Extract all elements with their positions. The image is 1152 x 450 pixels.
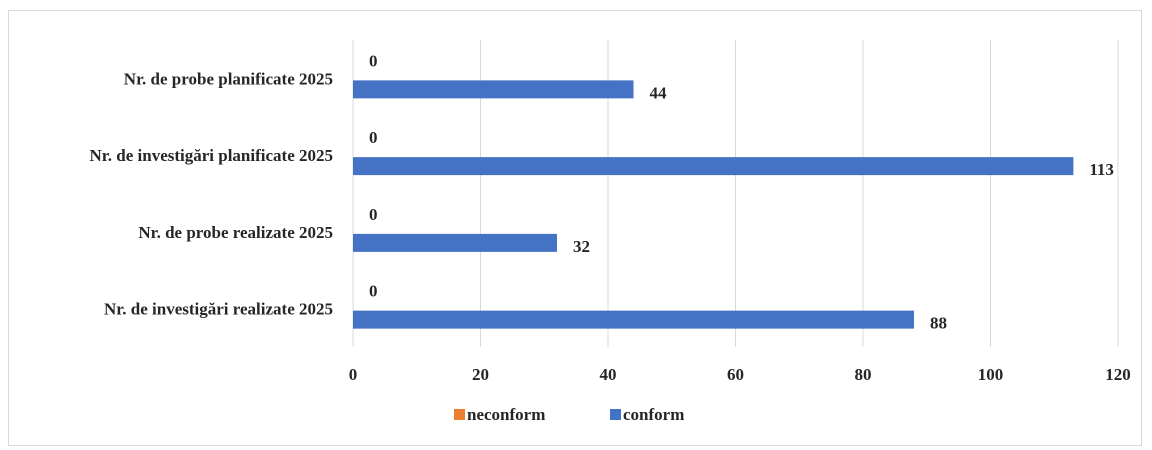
legend-swatch-conform <box>610 409 621 420</box>
x-tick-label: 100 <box>978 365 1004 384</box>
bar-conform <box>353 157 1074 176</box>
category-label: Nr. de probe realizate 2025 <box>138 223 333 242</box>
data-label-conform: 88 <box>930 314 947 333</box>
bar-conform <box>353 80 634 99</box>
x-tick-label: 40 <box>600 365 617 384</box>
x-tick-label: 20 <box>472 365 489 384</box>
category-label: Nr. de investigări planificate 2025 <box>90 146 334 165</box>
data-label-neconform: 0 <box>369 128 378 147</box>
legend-label-conform: conform <box>623 405 684 424</box>
data-label-conform: 44 <box>650 83 668 102</box>
legend-swatch-neconform <box>454 409 465 420</box>
data-label-neconform: 0 <box>369 282 378 301</box>
category-label: Nr. de investigări realizate 2025 <box>104 300 333 319</box>
bar-conform <box>353 233 557 252</box>
legend-label-neconform: neconform <box>467 405 545 424</box>
data-label-neconform: 0 <box>369 205 378 224</box>
x-tick-label: 60 <box>727 365 744 384</box>
bar-conform <box>353 310 914 329</box>
x-tick-label: 80 <box>855 365 872 384</box>
data-label-conform: 113 <box>1089 160 1114 179</box>
x-tick-label: 120 <box>1105 365 1131 384</box>
data-label-conform: 32 <box>573 237 590 256</box>
data-label-neconform: 0 <box>369 51 378 70</box>
x-tick-label: 0 <box>349 365 358 384</box>
category-label: Nr. de probe planificate 2025 <box>124 69 333 88</box>
